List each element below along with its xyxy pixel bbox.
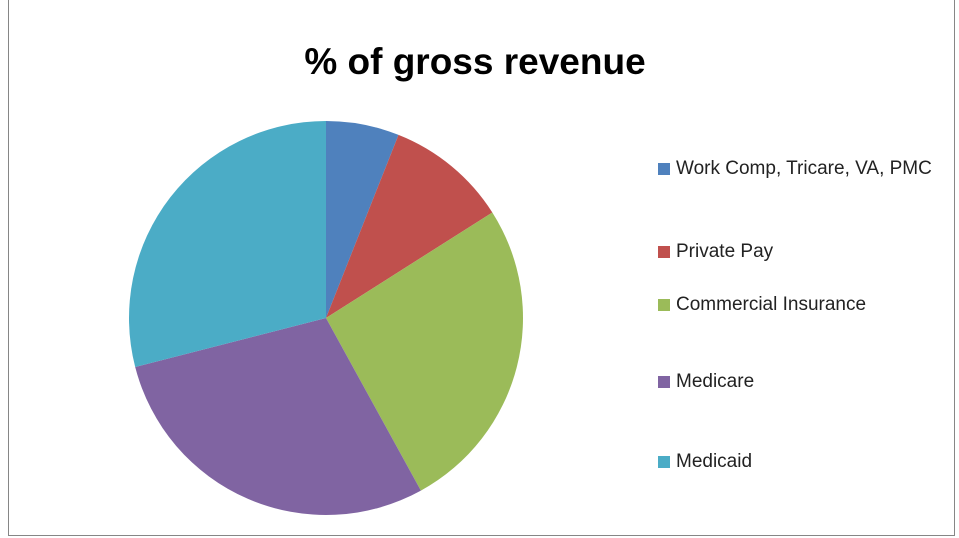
pie-slice bbox=[129, 121, 326, 367]
pie-slice bbox=[326, 134, 493, 318]
legend-item: Medicare bbox=[658, 365, 959, 398]
legend-item: Medicaid bbox=[658, 445, 959, 478]
legend-label: Medicare bbox=[676, 371, 755, 392]
legend-swatch bbox=[658, 299, 670, 311]
legend-swatch bbox=[658, 246, 670, 258]
legend-label: Commercial Insurance bbox=[676, 294, 867, 315]
chart-frame bbox=[8, 0, 955, 536]
legend-label: Medicaid bbox=[676, 451, 753, 472]
pie-slice bbox=[326, 121, 399, 318]
legend-swatch bbox=[658, 456, 670, 468]
legend-item: Work Comp, Tricare, VA, PMC bbox=[658, 152, 959, 185]
legend-swatch bbox=[658, 376, 670, 388]
legend-item: Commercial Insurance bbox=[658, 288, 959, 321]
legend-swatch bbox=[658, 163, 670, 175]
pie-slice bbox=[326, 212, 523, 491]
chart-title: % of gross revenue bbox=[304, 41, 645, 82]
legend-label: Work Comp, Tricare, VA, PMC bbox=[676, 158, 932, 179]
legend-label: Private Pay bbox=[676, 241, 774, 262]
pie-slice bbox=[135, 318, 421, 515]
legend-item: Private Pay bbox=[658, 235, 959, 268]
